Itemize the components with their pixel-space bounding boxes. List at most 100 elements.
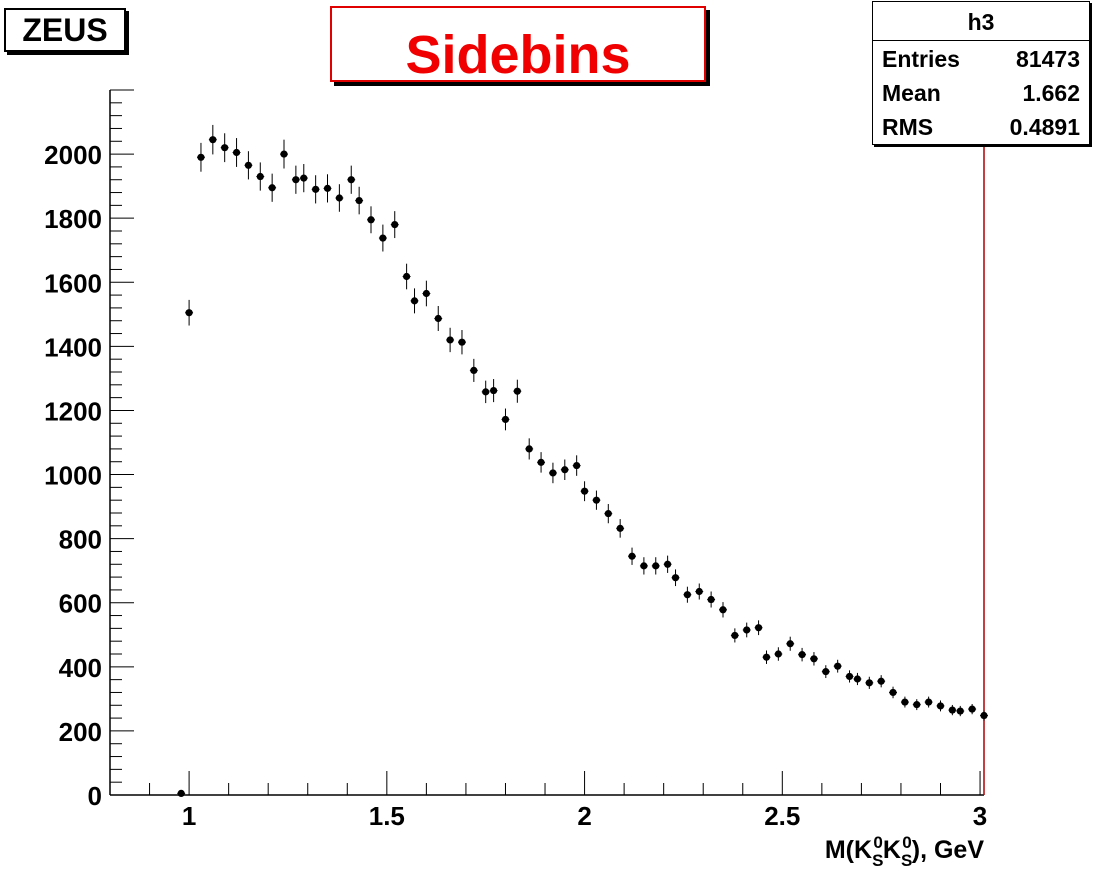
data-point bbox=[469, 358, 478, 382]
data-point bbox=[671, 569, 680, 587]
data-marker bbox=[810, 655, 818, 663]
data-marker bbox=[537, 458, 545, 466]
data-point bbox=[390, 211, 399, 239]
data-point bbox=[347, 165, 356, 194]
data-point bbox=[256, 162, 265, 191]
data-point bbox=[422, 280, 431, 307]
data-point bbox=[754, 620, 763, 636]
y-tick-label: 800 bbox=[59, 525, 102, 555]
data-marker bbox=[256, 172, 264, 181]
data-point bbox=[335, 184, 344, 212]
data-marker bbox=[347, 176, 355, 184]
data-marker bbox=[470, 366, 478, 374]
data-point bbox=[185, 299, 194, 326]
stats-value: 81473 bbox=[1016, 46, 1080, 72]
stats-label: Mean bbox=[882, 80, 941, 106]
data-marker bbox=[209, 136, 217, 144]
data-point bbox=[434, 305, 443, 331]
data-marker bbox=[865, 679, 873, 687]
data-point bbox=[580, 481, 589, 502]
data-point bbox=[968, 703, 977, 715]
data-marker bbox=[300, 174, 308, 182]
data-point bbox=[845, 670, 854, 683]
data-point bbox=[936, 700, 945, 712]
data-marker bbox=[853, 675, 862, 683]
data-marker bbox=[549, 469, 557, 477]
data-point bbox=[742, 622, 751, 638]
data-point bbox=[311, 175, 320, 204]
data-point bbox=[865, 676, 874, 689]
data-marker bbox=[391, 220, 399, 229]
data-marker bbox=[367, 216, 375, 224]
data-marker bbox=[434, 314, 442, 323]
data-point bbox=[560, 459, 569, 480]
data-point bbox=[513, 379, 522, 403]
x-tick-label: 1 bbox=[182, 801, 196, 831]
data-marker bbox=[628, 552, 636, 560]
data-point bbox=[786, 636, 795, 651]
y-axis: 0 200 400 600 800 1000 1200 1400 1600 1800 2000 bbox=[44, 89, 134, 811]
data-marker bbox=[403, 272, 411, 281]
plot-frame bbox=[109, 90, 985, 796]
data-marker bbox=[561, 466, 569, 474]
y-tick-label: 200 bbox=[59, 717, 102, 747]
data-marker bbox=[379, 234, 387, 242]
data-point bbox=[912, 699, 921, 711]
data-point bbox=[458, 330, 466, 355]
data-point bbox=[489, 379, 498, 403]
data-marker bbox=[936, 702, 945, 710]
data-marker bbox=[458, 338, 466, 346]
data-point bbox=[639, 557, 648, 575]
stats-label: RMS bbox=[882, 114, 934, 140]
data-marker bbox=[580, 487, 589, 495]
data-point bbox=[924, 696, 933, 708]
data-marker bbox=[980, 711, 988, 720]
data-point bbox=[604, 504, 613, 524]
data-marker bbox=[513, 387, 521, 395]
stats-value: 0.4891 bbox=[1009, 114, 1080, 140]
data-point bbox=[719, 602, 727, 618]
stats-label: Entries bbox=[882, 46, 960, 72]
data-point bbox=[501, 408, 510, 431]
experiment-badge: ZEUS bbox=[4, 8, 126, 52]
data-point bbox=[177, 789, 186, 797]
data-marker bbox=[822, 668, 830, 676]
stats-row-entries: Entries 81473 bbox=[873, 41, 1089, 75]
data-marker bbox=[292, 176, 300, 184]
data-marker bbox=[482, 388, 490, 396]
data-marker bbox=[280, 150, 288, 158]
data-marker bbox=[410, 297, 419, 305]
x-axis-title: M(KS0KS0), GeV bbox=[825, 833, 984, 870]
y-tick-label: 0 bbox=[88, 781, 102, 811]
y-tick-label: 1000 bbox=[44, 461, 102, 491]
data-marker bbox=[754, 624, 763, 632]
x-tick-label: 2.5 bbox=[764, 801, 800, 831]
x-tick-label: 3 bbox=[973, 801, 987, 831]
stats-row-mean: Mean 1.662 bbox=[873, 75, 1089, 109]
data-marker bbox=[640, 562, 648, 570]
data-point bbox=[537, 452, 546, 473]
y-tick-label: 600 bbox=[59, 589, 102, 619]
data-marker bbox=[616, 524, 624, 532]
data-point bbox=[280, 139, 288, 169]
data-series bbox=[177, 124, 988, 797]
data-point bbox=[651, 557, 660, 575]
data-marker bbox=[422, 289, 430, 298]
data-point bbox=[208, 124, 217, 155]
stats-value: 1.662 bbox=[1022, 80, 1080, 106]
data-marker bbox=[834, 662, 842, 670]
stats-box: h3 Entries 81473 Mean 1.662 RMS 0.4891 bbox=[872, 1, 1090, 145]
stats-row-rms: RMS 0.4891 bbox=[873, 109, 1089, 143]
data-marker bbox=[762, 653, 771, 661]
data-marker bbox=[719, 606, 727, 614]
data-marker bbox=[731, 631, 739, 640]
data-marker bbox=[177, 789, 185, 797]
data-marker bbox=[232, 148, 241, 157]
stats-histogram-name: h3 bbox=[873, 2, 1089, 41]
data-point bbox=[548, 462, 557, 484]
data-marker bbox=[604, 510, 612, 518]
data-marker bbox=[968, 705, 976, 713]
data-point bbox=[821, 665, 830, 679]
y-tick-label: 1600 bbox=[44, 268, 102, 298]
